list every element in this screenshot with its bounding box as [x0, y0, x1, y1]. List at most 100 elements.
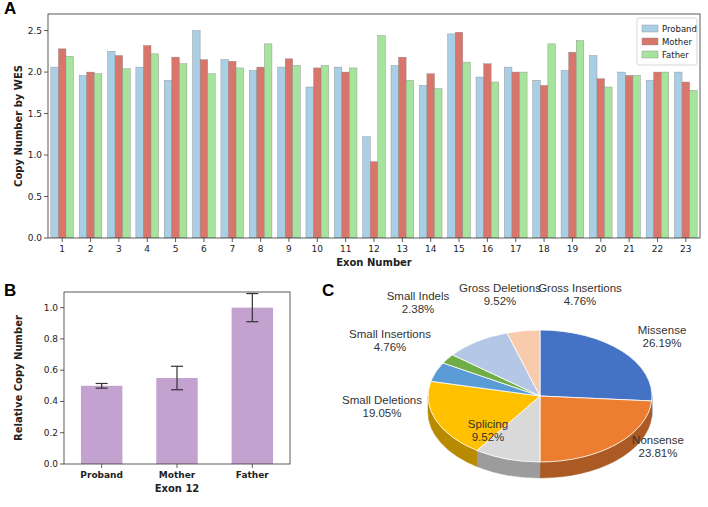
bar	[249, 70, 257, 238]
x-tick	[374, 238, 375, 242]
y-tick	[44, 238, 48, 239]
bar	[179, 64, 187, 238]
bar	[156, 378, 197, 464]
bar	[548, 44, 556, 238]
x-tick-label: 20	[595, 244, 607, 254]
bar	[589, 55, 597, 238]
bar	[321, 65, 329, 238]
y-axis-title: Relative Copy Number	[13, 315, 24, 441]
bar	[661, 72, 669, 238]
slice-label: Nonsense23.81%	[632, 434, 684, 459]
bar	[448, 34, 456, 238]
slice-label: Small Insertions4.76%	[349, 328, 431, 353]
bar	[66, 56, 74, 238]
bar	[108, 51, 116, 238]
x-tick	[175, 238, 176, 242]
bar	[463, 62, 471, 238]
x-tick-label: 2	[88, 244, 94, 254]
x-tick	[101, 464, 102, 468]
bar	[399, 57, 407, 238]
slice-label: Small Deletions19.05%	[342, 394, 422, 419]
slice-label: Gross Insertions4.76%	[538, 282, 622, 307]
bar	[690, 90, 698, 238]
legend-swatch	[642, 51, 658, 58]
x-axis-title: Exon 12	[155, 483, 200, 494]
y-tick	[60, 401, 64, 402]
bar	[504, 67, 512, 238]
y-tick	[44, 72, 48, 73]
bar	[123, 69, 131, 238]
figure: 0.00.51.01.52.02.51234567891011121314151…	[0, 0, 708, 507]
y-tick	[60, 370, 64, 371]
bar	[293, 65, 301, 238]
bar	[455, 32, 463, 238]
bar	[370, 162, 378, 238]
x-tick	[147, 238, 148, 242]
x-tick-label: 18	[538, 244, 550, 254]
bar	[87, 72, 95, 238]
y-tick-label: 0.6	[44, 365, 59, 375]
y-tick-label: 0.8	[44, 334, 59, 344]
error-line	[101, 383, 102, 388]
error-cap	[246, 321, 258, 322]
y-tick	[44, 30, 48, 31]
y-tick-label: 0.5	[28, 192, 42, 202]
x-tick	[685, 238, 686, 242]
legend-label: Father	[662, 50, 689, 60]
y-tick-label: 0.4	[44, 396, 59, 406]
bar	[51, 67, 59, 238]
x-tick	[260, 238, 261, 242]
bar	[236, 68, 244, 238]
x-tick-label: Proband	[80, 470, 123, 480]
x-tick-label: 21	[623, 244, 634, 254]
slice-name: Small Indels	[387, 290, 450, 302]
bar	[94, 74, 102, 238]
bar	[232, 308, 273, 464]
x-tick-label: 5	[173, 244, 179, 254]
x-tick	[252, 464, 253, 468]
slice-value: 4.76%	[564, 295, 597, 307]
slice-name: Small Insertions	[349, 328, 431, 340]
x-tick	[629, 238, 630, 242]
slice-value: 9.52%	[484, 295, 517, 307]
bar-chart: 0.00.51.01.52.02.51234567891011121314151…	[4, 0, 700, 268]
error-cap	[96, 383, 108, 384]
bar	[306, 87, 314, 238]
error-line	[176, 366, 177, 389]
y-tick-label: 0.0	[28, 233, 43, 243]
pie-chart: Missense26.19%Nonsense23.81%Splicing9.52…	[322, 281, 686, 478]
bar	[561, 70, 569, 238]
y-axis-title: Copy Number by WES	[13, 65, 24, 187]
bar	[674, 72, 682, 238]
x-tick-label: 23	[680, 244, 691, 254]
x-tick	[430, 238, 431, 242]
bar	[491, 82, 499, 238]
slice-value: 4.76%	[374, 341, 407, 353]
bar	[115, 55, 123, 238]
slice-value: 19.05%	[362, 407, 401, 419]
bar	[533, 80, 541, 238]
y-tick	[60, 338, 64, 339]
bar	[427, 74, 435, 238]
y-tick	[60, 307, 64, 308]
x-tick-label: 9	[286, 244, 292, 254]
bar	[363, 137, 371, 238]
x-tick-label: 16	[482, 244, 494, 254]
slice-name: Splicing	[468, 418, 508, 430]
x-tick-label: 14	[425, 244, 437, 254]
slice-name: Small Deletions	[342, 394, 422, 406]
panel-label: C	[322, 281, 334, 300]
bar	[605, 87, 613, 238]
x-tick	[177, 464, 178, 468]
y-tick	[44, 196, 48, 197]
y-tick-label: 0.2	[44, 428, 58, 438]
bar	[81, 386, 122, 464]
bar	[512, 72, 520, 238]
x-tick-label: 19	[567, 244, 579, 254]
bar	[151, 54, 159, 238]
x-tick-label: Mother	[159, 470, 196, 480]
error-cap	[246, 293, 258, 294]
bar	[618, 72, 626, 238]
x-tick-label: 3	[116, 244, 122, 254]
panel-label: B	[4, 281, 16, 300]
